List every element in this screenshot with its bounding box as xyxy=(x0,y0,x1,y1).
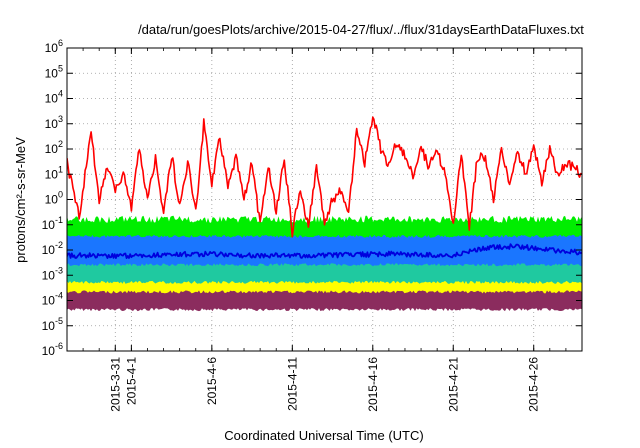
y-tick-label: 104 xyxy=(45,89,63,106)
x-tick-label: 2015-4-21 xyxy=(446,357,460,412)
y-tick-label: 103 xyxy=(45,114,63,131)
y-tick-label: 105 xyxy=(45,63,63,80)
y-tick-label: 10-5 xyxy=(42,316,63,333)
x-axis-title: Coordinated Universal Time (UTC) xyxy=(224,428,423,443)
chart-title: /data/run/goesPlots/archive/2015-04-27/f… xyxy=(138,22,584,37)
x-tick-label: 2015-3-31 xyxy=(108,357,122,412)
y-axis: 10-6 10-5 10-4 10-3 10-2 10-1 100 101 102 103 104 1… xyxy=(42,38,582,358)
x-tick-label: 2015-4-16 xyxy=(366,357,380,412)
x-axis: 2015-3-31 2015-4-1 2015-4-6 2015-4-11 2015-4… xyxy=(66,48,583,412)
y-tick-label: 101 xyxy=(45,164,63,181)
y-axis-title: protons/cm²-s-sr-MeV xyxy=(13,137,28,263)
data-layer xyxy=(67,116,582,312)
y-tick-label: 10-6 xyxy=(42,341,63,358)
y-tick-label: 10-3 xyxy=(42,265,63,282)
y-tick-label: 10-4 xyxy=(42,291,63,308)
x-tick-label: 2015-4-26 xyxy=(527,357,541,412)
series-line-5 xyxy=(67,243,582,259)
y-tick-label: 106 xyxy=(45,38,63,55)
y-tick-label: 100 xyxy=(45,190,63,207)
x-tick-label: 2015-4-6 xyxy=(205,357,219,405)
series-line-6 xyxy=(67,116,582,238)
x-tick-label: 2015-4-11 xyxy=(285,357,299,411)
y-tick-label: 102 xyxy=(45,139,63,156)
y-tick-label: 10-2 xyxy=(42,240,63,257)
x-tick-label: 2015-4-1 xyxy=(124,357,138,405)
series-group xyxy=(67,116,582,312)
y-tick-label: 10-1 xyxy=(42,215,63,232)
